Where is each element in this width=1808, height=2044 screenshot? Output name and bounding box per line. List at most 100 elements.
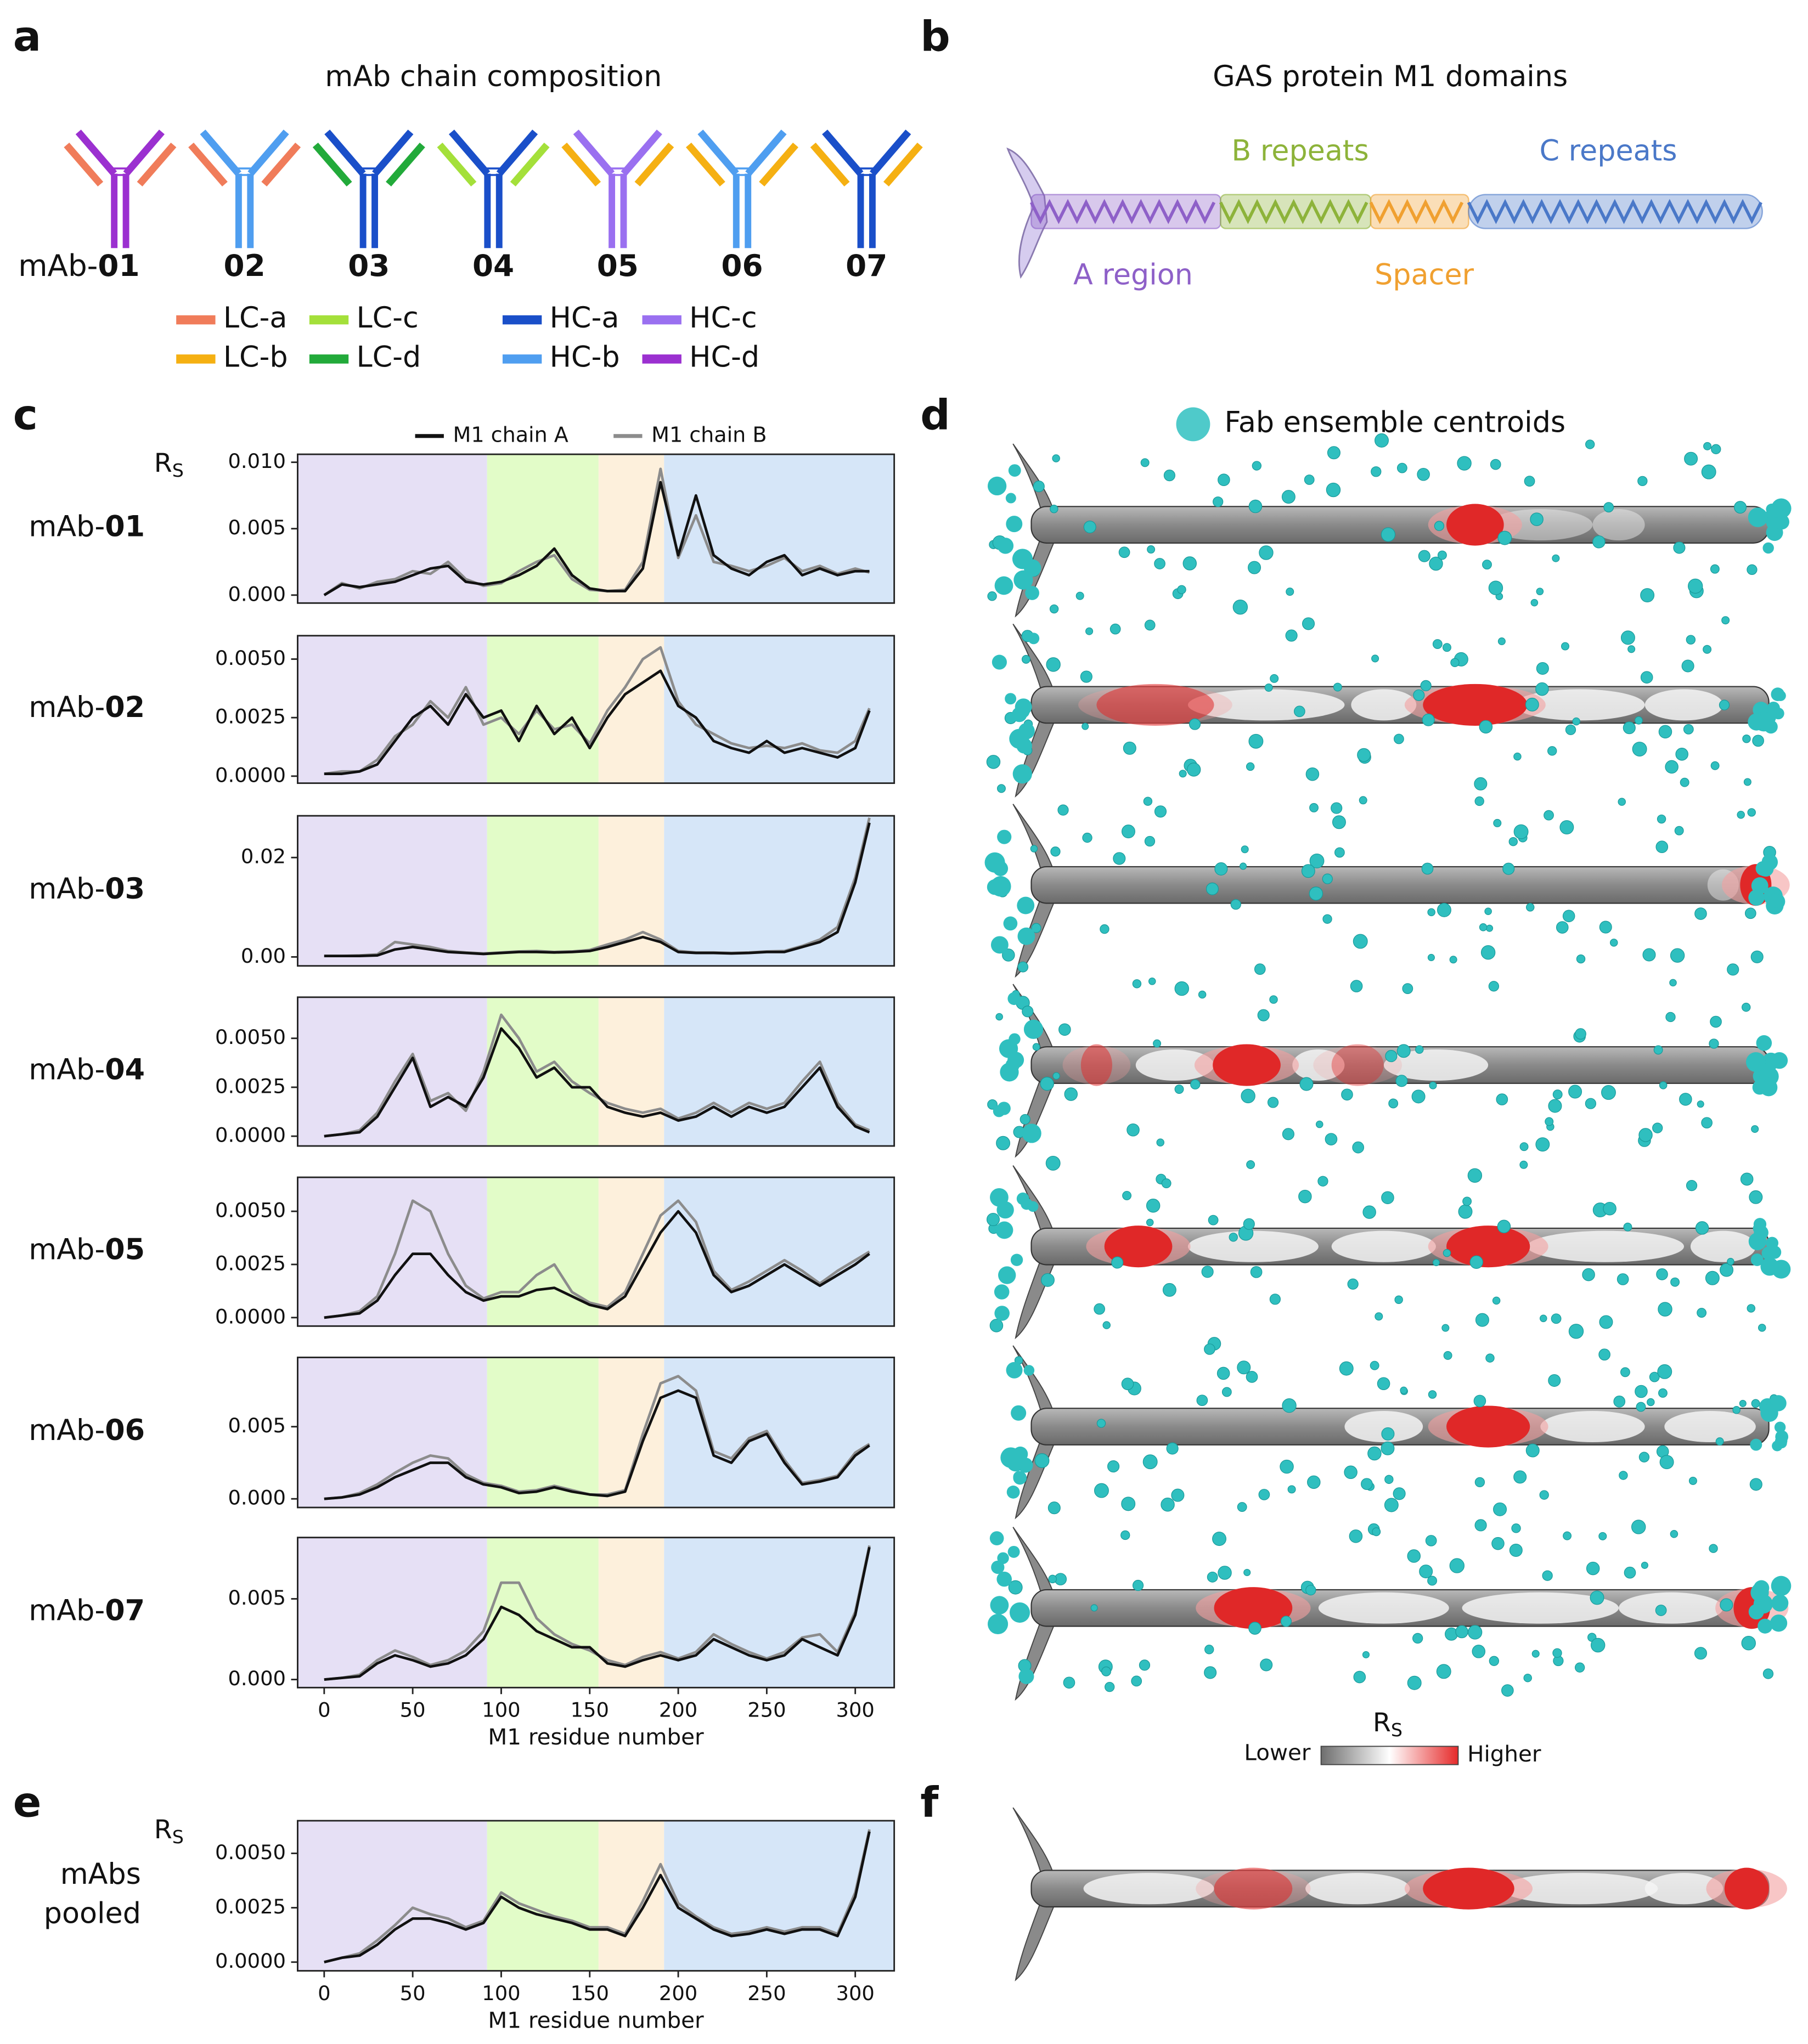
fab-centroid <box>1733 501 1747 514</box>
fab-centroid <box>1710 761 1720 770</box>
antibody-number: 07 <box>846 248 887 283</box>
fab-centroid <box>1535 1137 1550 1152</box>
legend-dot <box>1176 407 1210 442</box>
fab-centroid <box>1322 914 1332 924</box>
fab-centroid <box>1658 1302 1672 1317</box>
fab-centroid <box>1052 1072 1060 1080</box>
fab-centroid <box>1050 846 1061 857</box>
x-axis-label: M1 residue number <box>488 2007 704 2033</box>
fab-centroid <box>1286 588 1294 596</box>
fab-centroid <box>1421 862 1434 875</box>
fab-centroid <box>1747 808 1756 817</box>
fab-centroid <box>990 1188 1009 1207</box>
fab-centroid <box>1771 1052 1788 1069</box>
fab-centroid <box>1143 797 1153 806</box>
structure-light-patch <box>1664 1410 1756 1443</box>
light-chain <box>386 142 425 187</box>
antibody <box>64 129 177 249</box>
legend-label: LC-d <box>356 340 421 374</box>
antibody <box>188 129 301 249</box>
fab-centroid <box>1302 617 1315 630</box>
fab-centroid <box>1304 475 1315 485</box>
fab-centroid <box>1352 1141 1365 1154</box>
fab-centroid <box>1727 1258 1734 1266</box>
fab-centroid <box>1669 979 1677 987</box>
y-axis-label-sub: S <box>172 1826 184 1847</box>
fab-centroid <box>1638 1452 1650 1463</box>
domain-band <box>487 816 599 966</box>
row-label-number: 03 <box>105 872 145 906</box>
x-tick-label: 150 <box>571 1698 609 1722</box>
fab-centroid <box>1632 742 1647 756</box>
fab-centroid <box>1384 1498 1399 1512</box>
heavy-chain-arm <box>697 129 739 176</box>
fab-centroid <box>1774 1421 1786 1433</box>
fab-centroid <box>1760 1404 1778 1422</box>
fab-centroid <box>1063 1676 1075 1689</box>
row-label: mAb-07 <box>29 1594 145 1628</box>
fab-centroid <box>1656 1268 1668 1280</box>
fab-centroid <box>1367 1446 1382 1461</box>
fab-centroid <box>1006 1486 1020 1499</box>
fab-centroid <box>1743 778 1751 786</box>
domain-band <box>598 1820 664 1971</box>
fab-centroid <box>1709 1038 1719 1049</box>
legend-label: HC-b <box>550 340 620 374</box>
heavy-chain-arm <box>869 129 911 176</box>
fab-centroid <box>1705 1271 1720 1285</box>
fab-centroid <box>1754 1225 1768 1240</box>
fab-centroid <box>1418 550 1430 562</box>
fab-centroid <box>1162 1283 1176 1297</box>
panel-title: mAb chain composition <box>325 60 662 93</box>
fab-centroid <box>1711 444 1721 454</box>
heavy-chain-arm <box>324 129 366 176</box>
domain-band <box>297 635 487 783</box>
fab-centroid <box>1322 873 1333 884</box>
heavy-chain-arm <box>448 129 491 176</box>
fab-centroid <box>1267 1097 1279 1108</box>
fab-centroid <box>1742 1002 1751 1012</box>
fab-centroid <box>1280 1459 1294 1474</box>
fab-centroid <box>1384 1475 1394 1484</box>
fab-centroid <box>1686 635 1696 645</box>
structure-light-patch <box>1292 1049 1345 1081</box>
x-tick-label: 50 <box>400 1981 426 2005</box>
fab-centroid <box>1670 1277 1680 1287</box>
fab-centroid <box>1462 1196 1472 1206</box>
fab-centroid <box>1720 1263 1734 1277</box>
domain-band <box>664 816 894 966</box>
x-tick-label: 150 <box>571 1981 609 2005</box>
fab-centroid <box>986 755 1001 769</box>
structure <box>987 433 1792 618</box>
fab-centroid <box>1475 1313 1489 1327</box>
light-chain <box>137 142 177 187</box>
fab-centroid <box>1171 1488 1185 1502</box>
fab-centroid <box>1381 1441 1395 1455</box>
fab-centroid <box>1147 545 1156 554</box>
fab-centroid <box>1501 1684 1514 1697</box>
fab-centroid <box>1007 1052 1024 1069</box>
fab-centroid <box>1652 1122 1663 1133</box>
colorbar <box>1320 1746 1459 1765</box>
antibody-label: 07 <box>846 248 887 283</box>
fab-centroid <box>1230 899 1241 910</box>
fab-centroid <box>1339 1361 1354 1376</box>
domain-band <box>297 997 487 1147</box>
fab-centroid <box>1305 767 1320 781</box>
row-label-prefix: mAb- <box>29 691 105 724</box>
x-tick-label: 100 <box>482 1981 520 2005</box>
fab-centroid <box>1327 446 1340 460</box>
fab-centroid <box>1385 1050 1398 1063</box>
fab-centroid <box>1683 724 1694 735</box>
fab-centroid <box>1332 815 1346 829</box>
fab-centroid <box>1064 1087 1078 1101</box>
fab-centroid <box>1260 1658 1273 1672</box>
fab-centroid <box>1432 639 1443 649</box>
structure-red-patch <box>1104 1226 1173 1268</box>
fab-centroid <box>1762 1668 1774 1679</box>
fab-centroid <box>1252 461 1262 471</box>
fab-centroid <box>1458 1204 1473 1219</box>
fab-centroid <box>1766 1236 1778 1250</box>
fab-centroid <box>1018 722 1035 739</box>
fab-centroid <box>1315 1120 1323 1128</box>
